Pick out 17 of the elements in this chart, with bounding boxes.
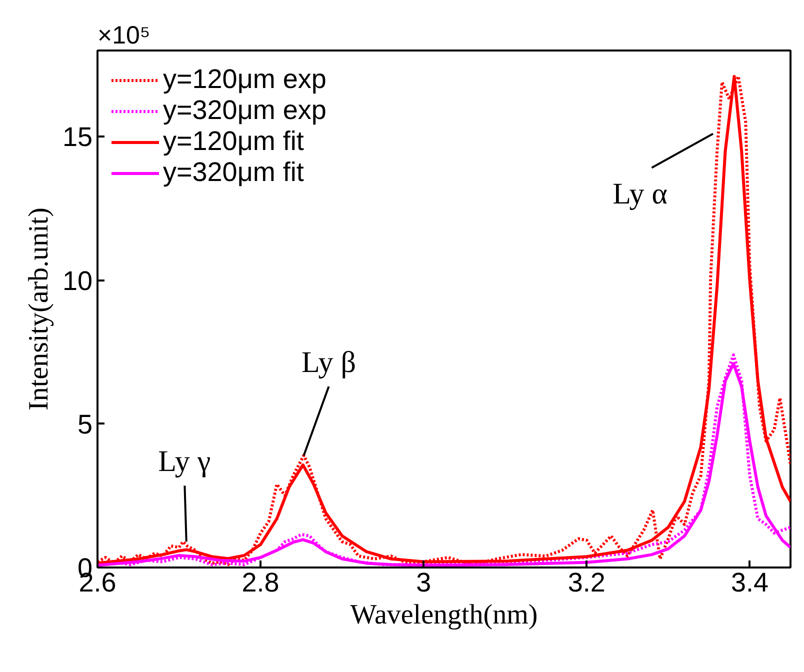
legend-label: y=320μm fit bbox=[163, 157, 304, 188]
legend-label: y=120μm fit bbox=[163, 126, 304, 157]
x-tick-label: 3.2 bbox=[568, 568, 606, 598]
text: ×10⁵ bbox=[98, 22, 150, 50]
x-axis-title: Wavelength(nm) bbox=[350, 600, 538, 630]
x-tick-label: 3.4 bbox=[730, 568, 769, 598]
y-tick-label: 5 bbox=[77, 409, 93, 440]
y-tick-label: 10 bbox=[62, 266, 93, 296]
annotation: Ly α bbox=[612, 177, 668, 210]
legend-label: y=120μm exp bbox=[163, 64, 326, 95]
x-tick-label: 3 bbox=[416, 568, 432, 598]
x-tick-label: 2.8 bbox=[242, 568, 280, 598]
legend-label: y=320μm exp bbox=[163, 95, 326, 126]
annotation: Ly γ bbox=[158, 445, 211, 478]
annotation: Ly β bbox=[302, 346, 356, 379]
y-tick-label: 15 bbox=[62, 122, 93, 152]
y-axis-title: Intensity(arb.unit) bbox=[23, 208, 54, 410]
